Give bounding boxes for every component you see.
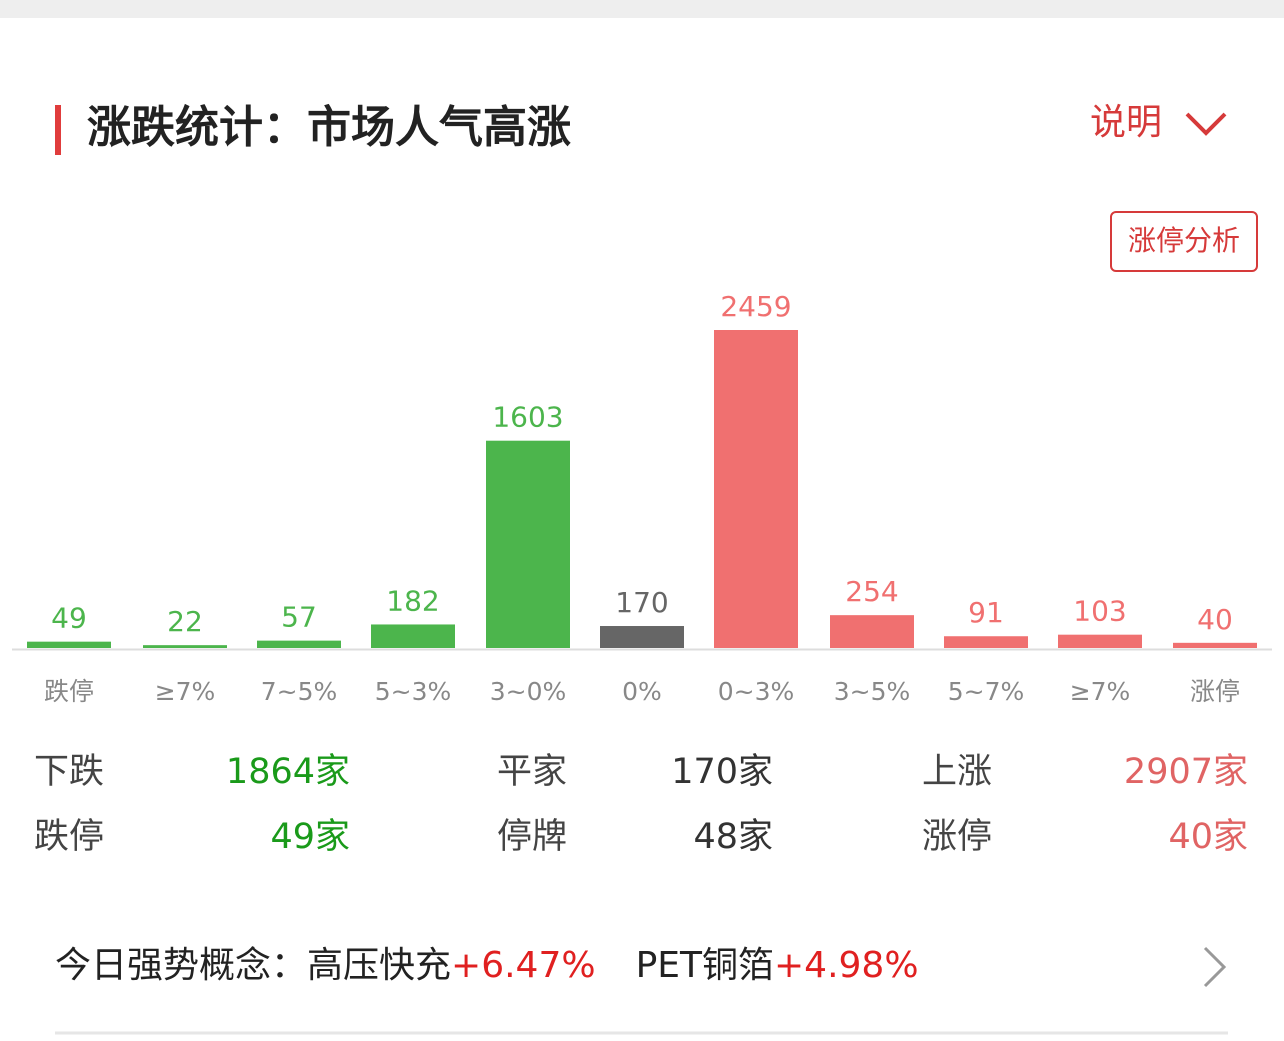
concept-change: +4.98%: [774, 945, 919, 986]
concepts-row: 今日强势概念：高压快充+6.47% PET铜箔+4.98%: [55, 945, 919, 986]
category-label: 3~5%: [834, 677, 911, 706]
value-label: 57: [281, 601, 317, 634]
category-label: 0~3%: [718, 677, 795, 706]
help-link[interactable]: 说明: [1090, 102, 1162, 143]
title: 涨跌统计：市场人气高涨: [87, 102, 571, 153]
limit-up-button-label[interactable]: 涨停分析: [1128, 224, 1240, 257]
bar: [1058, 634, 1142, 648]
bar: [257, 640, 341, 648]
value-label: 22: [167, 605, 203, 638]
stat-value: 1864家: [226, 752, 350, 792]
concept-name[interactable]: PET铜箔: [636, 945, 774, 986]
value-label: 49: [51, 602, 87, 635]
value-label: 254: [845, 575, 898, 608]
category-label: 涨停: [1190, 677, 1240, 706]
bar: [486, 440, 570, 648]
stat-value: 48家: [693, 817, 773, 857]
bar: [944, 636, 1028, 648]
value-label: 2459: [720, 290, 791, 323]
category-label: 7~5%: [261, 677, 338, 706]
category-label: ≥7%: [155, 677, 216, 706]
stat-value: 40家: [1168, 817, 1248, 857]
bar: [830, 615, 914, 648]
stat-value: 2907家: [1124, 752, 1248, 792]
stat-label: 涨停: [922, 817, 992, 857]
concept-change: +6.47%: [451, 945, 596, 986]
category-label: 3~0%: [490, 677, 567, 706]
limit-up-button[interactable]: [1110, 211, 1258, 272]
stat-label: 停牌: [497, 817, 567, 857]
bar: [371, 624, 455, 648]
title-marker: [55, 105, 61, 155]
category-label: 0%: [622, 677, 662, 706]
bar: [27, 641, 111, 648]
help-chevron[interactable]: [1185, 112, 1227, 136]
stat-label: 平家: [497, 752, 567, 792]
category-label: 5~7%: [948, 677, 1025, 706]
value-label: 182: [386, 584, 439, 617]
bar: [1173, 642, 1257, 648]
value-label: 170: [615, 586, 668, 619]
category-label: 跌停: [44, 677, 94, 706]
concept-name[interactable]: 高压快充: [307, 945, 451, 986]
stat-label: 下跌: [34, 752, 104, 792]
top-strip: [0, 0, 1284, 18]
concepts-label: 今日强势概念：: [55, 945, 307, 986]
value-label: 103: [1073, 595, 1126, 628]
bar: [714, 330, 798, 648]
stat-label: 跌停: [34, 817, 104, 857]
bar: [143, 645, 227, 648]
value-label: 1603: [492, 401, 563, 434]
stat-value: 170家: [671, 752, 773, 792]
stat-value: 49家: [270, 817, 350, 857]
category-label: 5~3%: [375, 677, 452, 706]
category-label: ≥7%: [1070, 677, 1131, 706]
value-label: 40: [1197, 603, 1233, 636]
value-label: 91: [968, 596, 1004, 629]
stat-label: 上涨: [922, 752, 992, 792]
bar: [600, 626, 684, 648]
concepts-chevron[interactable]: [1203, 946, 1227, 988]
